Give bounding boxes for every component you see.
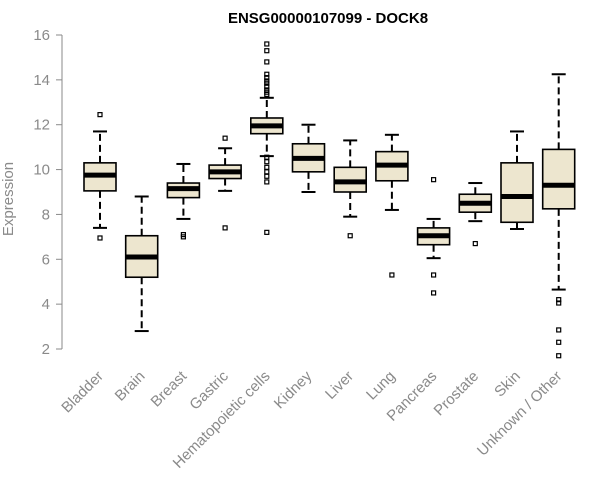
- outlier-point: [431, 272, 437, 278]
- outlier-point: [264, 164, 270, 170]
- box-skin: [500, 130, 534, 231]
- outlier-point: [222, 225, 228, 231]
- boxes-group: [83, 41, 576, 359]
- box-liver: [333, 139, 368, 239]
- outlier-point: [264, 83, 270, 90]
- y-tick-label: 10: [33, 162, 50, 179]
- y-tick-label: 6: [42, 251, 50, 268]
- outlier-point: [556, 339, 562, 345]
- box-pancreas: [416, 177, 451, 296]
- outlier-point: [264, 80, 270, 86]
- outlier-point: [431, 290, 437, 296]
- x-tick-label: Lung: [363, 368, 399, 404]
- outlier-point: [264, 41, 270, 47]
- outlier-point: [97, 235, 103, 241]
- x-tick-label: Liver: [322, 368, 357, 403]
- outlier-point: [264, 91, 270, 98]
- outlier-point: [389, 272, 395, 278]
- outlier-point: [556, 353, 562, 359]
- y-tick-label: 14: [33, 72, 50, 89]
- x-tick-label: Bladder: [58, 368, 107, 417]
- outlier-point: [472, 240, 478, 247]
- box-kidney: [291, 123, 326, 193]
- outlier-point: [180, 234, 186, 240]
- chart-title: ENSG00000107099 - DOCK8: [228, 10, 428, 27]
- box-unknown-other: [541, 73, 576, 359]
- outlier-point: [347, 233, 353, 239]
- x-tick-label: Kidney: [271, 367, 316, 412]
- x-tick-label: Brain: [112, 368, 149, 405]
- y-tick-label: 12: [33, 117, 50, 134]
- outlier-point: [264, 71, 270, 77]
- outlier-point: [264, 159, 270, 165]
- y-tick-label: 8: [42, 206, 50, 223]
- outlier-point: [264, 48, 270, 54]
- outlier-point: [264, 173, 270, 179]
- outlier-point: [264, 179, 270, 185]
- y-tick-label: 4: [42, 296, 50, 313]
- outlier-point: [264, 229, 270, 235]
- outlier-point: [264, 59, 270, 65]
- outlier-point: [222, 135, 228, 141]
- box-prostate: [458, 182, 493, 247]
- box-lung: [375, 133, 409, 278]
- box-hematopoietic-cells: [250, 41, 284, 235]
- box-gastric: [208, 135, 242, 231]
- outlier-point: [97, 112, 103, 118]
- y-tick-label: 16: [33, 27, 50, 44]
- y-tick-label: 2: [42, 341, 50, 358]
- box-breast: [166, 162, 201, 240]
- box-bladder: [83, 112, 117, 241]
- x-tick-label: Skin: [491, 368, 524, 401]
- outlier-point: [556, 327, 562, 333]
- x-tick-label: Breast: [148, 367, 191, 410]
- x-tick-label: Prostate: [431, 368, 483, 420]
- box-brain: [124, 195, 159, 333]
- outlier-point: [556, 297, 562, 303]
- iqr-box: [541, 148, 576, 210]
- y-axis: 2 4 6 8 10 12 14 16: [33, 27, 63, 358]
- outlier-point: [264, 169, 270, 175]
- outlier-point: [431, 177, 437, 183]
- outlier-point: [264, 75, 270, 81]
- y-axis-label: Expression: [0, 162, 17, 236]
- outlier-point: [556, 300, 562, 306]
- iqr-box: [500, 162, 534, 224]
